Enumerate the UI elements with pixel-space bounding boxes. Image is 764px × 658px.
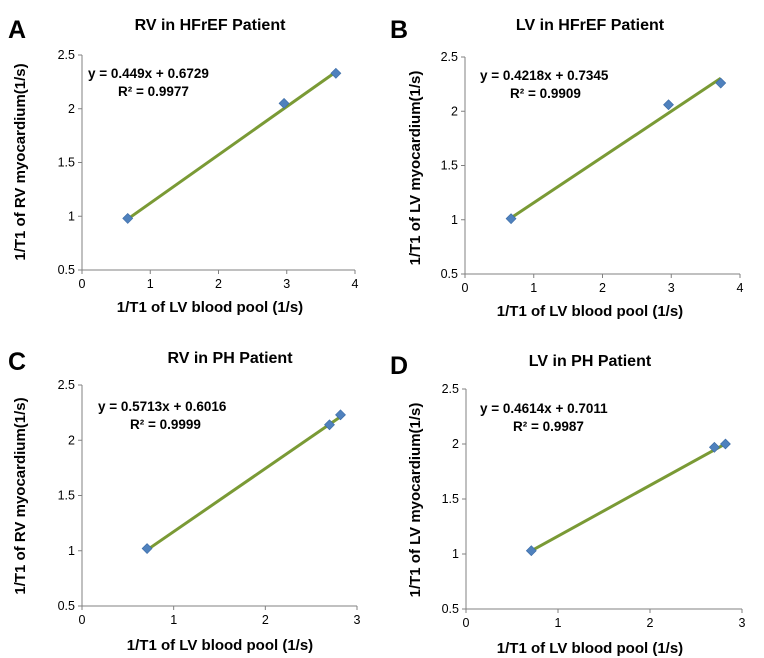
r-squared-label: R² = 0.9987 <box>513 419 584 434</box>
x-tick-label: 1 <box>170 613 177 627</box>
x-tick-label: 1 <box>530 281 537 295</box>
y-tick-label: 1.5 <box>58 156 75 170</box>
x-tick-label: 1 <box>147 277 154 291</box>
x-tick-label: 3 <box>668 281 675 295</box>
x-tick-label: 2 <box>262 613 269 627</box>
y-tick-label: 2 <box>452 437 459 451</box>
y-tick-label: 2 <box>68 102 75 116</box>
y-tick-label: 1 <box>68 209 75 223</box>
y-tick-label: 1 <box>68 544 75 558</box>
r-squared-label: R² = 0.9999 <box>130 417 201 432</box>
x-axis-label: 1/T1 of LV blood pool (1/s) <box>127 637 313 654</box>
regression-equation: y = 0.4218x + 0.7345 <box>480 68 609 83</box>
r-squared-label: R² = 0.9977 <box>118 84 189 99</box>
y-tick-label: 1.5 <box>58 489 75 503</box>
regression-equation: y = 0.5713x + 0.6016 <box>98 399 227 414</box>
y-tick-label: 0.5 <box>58 599 75 613</box>
y-axis-label: 1/T1 of RV myocardium(1/s) <box>12 397 29 594</box>
y-axis-label: 1/T1 of RV myocardium(1/s) <box>12 63 29 260</box>
data-point <box>330 67 342 79</box>
x-tick-label: 0 <box>463 616 470 630</box>
trendline <box>510 77 722 220</box>
y-tick-label: 2 <box>68 433 75 447</box>
panel-letter: D <box>390 352 408 380</box>
panel-letter: A <box>8 16 26 44</box>
regression-equation: y = 0.449x + 0.6729 <box>88 66 209 81</box>
x-tick-label: 3 <box>283 277 290 291</box>
x-axis-label: 1/T1 of LV blood pool (1/s) <box>497 303 683 320</box>
x-tick-label: 4 <box>737 281 744 295</box>
trendline <box>530 442 727 553</box>
data-point <box>324 419 335 431</box>
x-tick-label: 0 <box>462 281 469 295</box>
y-tick-label: 2.5 <box>58 48 75 62</box>
y-tick-label: 2.5 <box>441 50 458 64</box>
y-tick-label: 1.5 <box>441 159 458 173</box>
chart-title: RV in HFrEF Patient <box>135 17 287 34</box>
data-point <box>720 438 731 450</box>
chart-title: LV in HFrEF Patient <box>516 17 665 34</box>
x-tick-label: 2 <box>599 281 606 295</box>
x-tick-label: 3 <box>739 616 746 630</box>
y-axis-label: 1/T1 of LV myocardium(1/s) <box>407 71 424 266</box>
chart-panel-c: C RV in PH Patient 0 1 2 3 0.5 1 1.5 2 2.5 1/T1 of … <box>8 348 361 654</box>
data-point <box>278 97 290 109</box>
data-point <box>663 99 674 111</box>
r-squared-label: R² = 0.9909 <box>510 86 581 101</box>
y-tick-label: 0.5 <box>58 263 75 277</box>
x-tick-label: 2 <box>215 277 222 291</box>
y-tick-label: 2.5 <box>58 378 75 392</box>
x-axis-label: 1/T1 of LV blood pool (1/s) <box>117 299 303 316</box>
x-tick-label: 0 <box>79 277 86 291</box>
x-tick-label: 3 <box>354 613 361 627</box>
data-point <box>505 213 517 225</box>
chart-title: LV in PH Patient <box>529 353 652 370</box>
x-tick-label: 0 <box>79 613 86 627</box>
y-tick-label: 2.5 <box>442 382 459 396</box>
x-tick-label: 2 <box>647 616 654 630</box>
y-tick-label: 1 <box>452 547 459 561</box>
data-point <box>122 212 134 224</box>
trendline <box>146 415 342 552</box>
panel-letter: B <box>390 16 408 44</box>
y-tick-label: 2 <box>451 104 458 118</box>
chart-panel-d: D LV in PH Patient 0 1 2 3 0.5 1 1.5 2 2.5 1/T1 of … <box>390 352 746 657</box>
y-axis-label: 1/T1 of LV myocardium(1/s) <box>407 403 424 598</box>
data-point <box>715 77 727 89</box>
data-point <box>141 543 153 554</box>
y-tick-label: 0.5 <box>441 267 458 281</box>
y-tick-label: 1 <box>451 213 458 227</box>
data-point <box>708 441 720 453</box>
chart-panel-a: A RV in HFrEF Patient 0 1 2 3 4 0.5 1 1.5 2 2.5 1/T1… <box>8 16 359 316</box>
data-point <box>335 409 346 421</box>
y-tick-label: 1.5 <box>442 492 459 506</box>
data-point <box>525 545 537 557</box>
x-axis-label: 1/T1 of LV blood pool (1/s) <box>497 640 683 657</box>
trendline <box>126 70 337 221</box>
x-tick-label: 1 <box>555 616 562 630</box>
chart-panel-b: B LV in HFrEF Patient 0 1 2 3 4 0.5 1 1.5 2 2.5 1/T1… <box>390 16 744 320</box>
y-tick-label: 0.5 <box>442 602 459 616</box>
chart-title: RV in PH Patient <box>167 350 293 367</box>
regression-equation: y = 0.4614x + 0.7011 <box>480 401 608 416</box>
panel-letter: C <box>8 348 26 376</box>
x-tick-label: 4 <box>352 277 359 291</box>
